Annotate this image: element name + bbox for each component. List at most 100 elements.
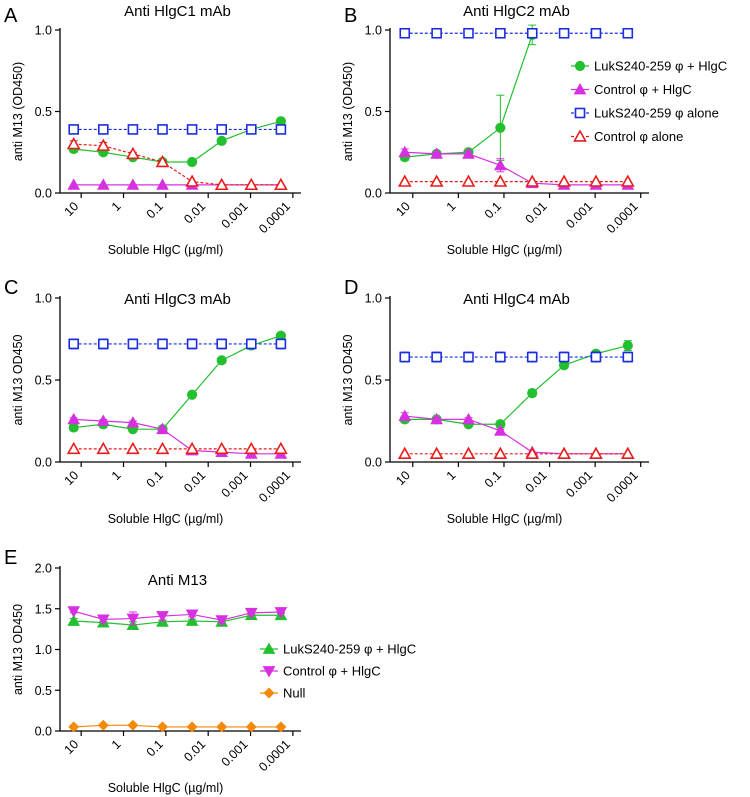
x-tick-label: 10	[393, 199, 413, 219]
legend-label: LukS240-259 φ + HlgC	[283, 642, 416, 657]
data-point	[98, 124, 109, 135]
data-point	[463, 27, 474, 39]
x-tick-label: 0.1	[144, 737, 166, 759]
x-axis-label: Soluble HlgC (µg/ml)	[108, 512, 224, 526]
y-tick-label: 1.0	[365, 292, 382, 306]
data-point	[275, 338, 287, 350]
legend-entry: LukS240-259 φ alone	[571, 106, 719, 121]
legend-marker	[573, 82, 587, 95]
data-point	[185, 609, 199, 621]
legend-entry: LukS240-259 φ + HlgC	[571, 59, 727, 74]
x-tick-label: 1	[109, 468, 124, 483]
x-tick-label: 1	[109, 737, 124, 752]
chart-panel-b: B Anti HlgC2 mAb 0.0 0.5 1.0 10 1 0.1 0.01 0.001 0…	[341, 3, 727, 257]
data-point	[126, 416, 140, 428]
data-point	[589, 446, 603, 460]
legend-entry: Control φ + HlgC	[571, 82, 692, 97]
y-tick-label: 2.0	[35, 562, 52, 576]
x-tick-label: 10	[62, 199, 82, 219]
y-tick-label: 1.0	[35, 292, 52, 306]
data-point	[430, 147, 443, 159]
x-axis-label: Soluble HlgC (µg/ml)	[447, 243, 563, 257]
data-point	[525, 446, 540, 460]
x-tick-label: 0.01	[181, 199, 208, 226]
data-point	[244, 607, 258, 620]
legend-entry: LukS240-259 φ + HlgC	[260, 642, 416, 657]
data-point	[398, 145, 412, 158]
data-point	[493, 174, 508, 187]
legend-label: Control φ + HlgC	[283, 664, 381, 679]
x-tick-label: 0.001	[563, 199, 595, 231]
data-point	[527, 388, 538, 399]
data-point	[620, 174, 635, 187]
data-point	[399, 27, 411, 39]
x-tick-label: 0.01	[181, 737, 208, 764]
series-blue-open-square	[68, 338, 287, 350]
series-red-open-triangle	[397, 446, 635, 460]
data-point	[127, 719, 139, 731]
series-line	[73, 614, 281, 626]
x-tick-label: 0.01	[181, 468, 208, 495]
data-point	[398, 409, 412, 421]
chart-title: Anti HlgC4 mAb	[463, 291, 570, 308]
y-tick-label: 0.5	[35, 684, 52, 698]
legend: LukS240-259 φ + HlgC Control φ + HlgC Null	[260, 642, 416, 701]
panel-letter: B	[344, 5, 357, 27]
x-tick-label: 0.0001	[604, 199, 641, 236]
data-point	[66, 136, 81, 150]
data-point	[96, 414, 110, 426]
data-point	[67, 606, 81, 618]
data-point	[558, 27, 570, 39]
series-line	[404, 344, 628, 425]
legend-label: Control φ + HlgC	[594, 82, 692, 97]
data-point	[431, 27, 442, 39]
legend-marker	[573, 129, 587, 142]
data-point	[526, 351, 538, 363]
data-point	[155, 154, 170, 168]
x-axis-label: Soluble HlgC (µg/ml)	[108, 243, 224, 257]
data-point	[216, 124, 227, 135]
series-line	[73, 143, 281, 186]
data-point	[429, 174, 444, 187]
data-point	[185, 174, 199, 187]
y-tick-label: 1.0	[35, 24, 52, 38]
data-point	[275, 721, 287, 733]
data-point	[96, 138, 111, 151]
data-point	[590, 351, 602, 363]
data-point	[557, 174, 571, 187]
x-tick-label: 10	[62, 737, 82, 757]
data-point	[96, 178, 110, 190]
data-point	[397, 174, 412, 187]
data-point	[186, 156, 198, 168]
series-orange-diamond	[68, 719, 287, 733]
y-tick-label: 0.0	[365, 456, 382, 470]
chart-title: Anti HlgC2 mAb	[463, 3, 570, 20]
y-axis-label: anti M13 (OD450)	[11, 62, 25, 161]
data-point	[494, 424, 507, 436]
panel-letter: E	[4, 547, 17, 569]
data-point	[244, 441, 259, 455]
y-axis-label: anti M13 OD450	[341, 334, 355, 425]
y-tick-label: 0.5	[35, 105, 52, 119]
legend-marker	[262, 642, 276, 654]
data-point	[127, 338, 139, 350]
panel-letter: C	[4, 277, 18, 299]
panel-letter: A	[4, 5, 18, 27]
y-axis-label: anti M13 (OD450)	[341, 62, 355, 161]
legend-label: LukS240-259 φ + HlgC	[594, 59, 727, 74]
data-point	[463, 351, 474, 363]
data-point	[157, 338, 168, 350]
x-tick-label: 0.001	[219, 737, 251, 769]
data-point	[274, 177, 288, 191]
data-point	[622, 27, 634, 39]
legend-label: LukS240-259 φ alone	[594, 106, 719, 121]
data-point	[494, 158, 507, 171]
x-tick-label: 0.1	[482, 199, 504, 221]
data-point	[590, 27, 602, 39]
data-point	[431, 351, 442, 363]
data-point	[461, 446, 476, 460]
data-point	[493, 446, 508, 460]
data-point	[68, 124, 80, 135]
data-point	[495, 27, 506, 39]
